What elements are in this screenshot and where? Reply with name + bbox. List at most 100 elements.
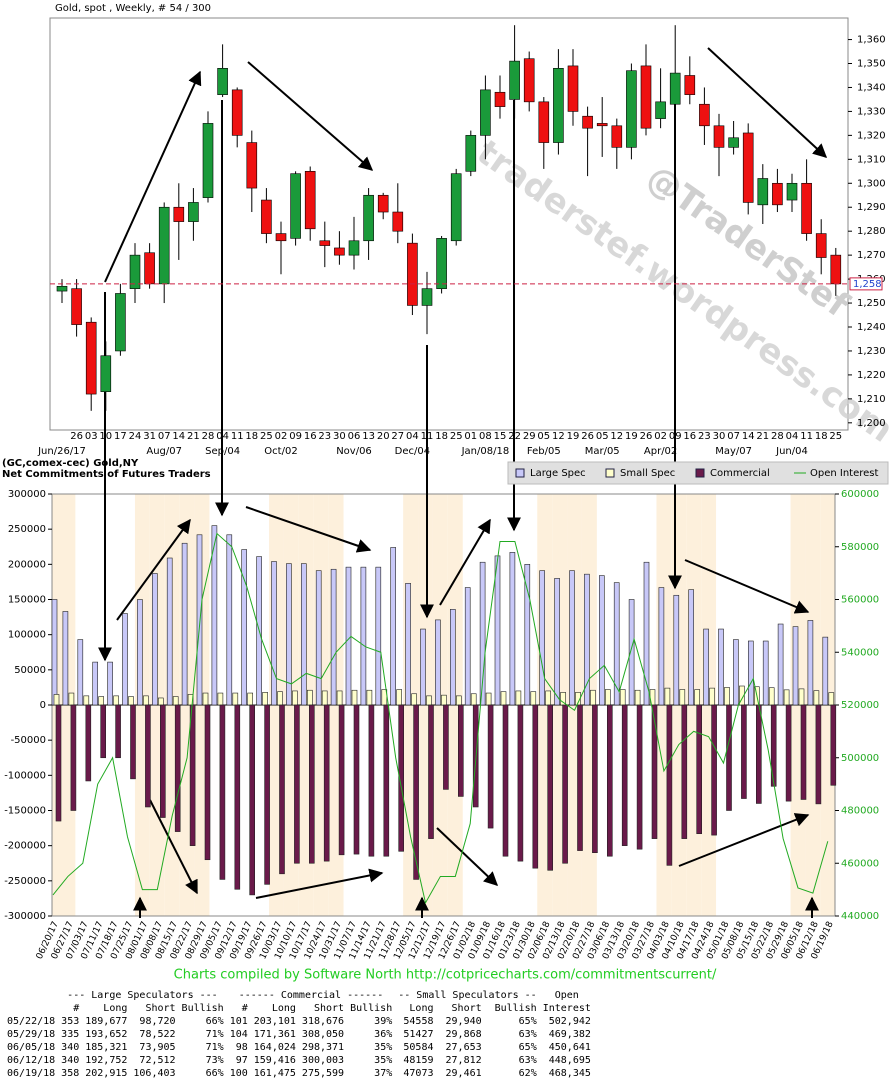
table-cell: 35%: [374, 1055, 393, 1066]
x-tick-label: 29: [523, 431, 536, 442]
candle-body: [538, 101, 550, 143]
bar: [783, 689, 790, 706]
arrow: [116, 518, 191, 621]
bar: [262, 692, 268, 706]
bar: [353, 704, 360, 855]
candle-body: [640, 65, 652, 129]
bar: [383, 704, 390, 857]
x-month-label: Oct/02: [264, 446, 297, 457]
y-tick-label: 1,350: [857, 59, 886, 70]
candle-body: [742, 132, 754, 203]
bar: [85, 704, 92, 782]
bar: [464, 587, 471, 706]
bar: [785, 704, 792, 802]
bar: [709, 687, 715, 706]
table-group-row: --- Large Speculators --- ------ Commerci…: [4, 989, 594, 1002]
bar: [547, 704, 554, 871]
bar: [300, 563, 307, 706]
x-tick-label: 26: [581, 431, 594, 442]
candle-body: [246, 142, 258, 189]
y2-tick-label: 540000: [841, 647, 879, 658]
candle-body: [392, 211, 404, 232]
table-cell: 65%: [518, 1016, 537, 1027]
bar: [515, 690, 522, 706]
x-tick-label: 20: [377, 431, 390, 442]
group-header: --- Large Speculators ---: [67, 990, 218, 1001]
candle-body: [480, 89, 491, 136]
bar: [703, 628, 709, 706]
bar: [241, 549, 247, 706]
bar: [68, 692, 75, 706]
candle-body: [436, 238, 447, 289]
bar: [494, 555, 501, 706]
bar: [813, 690, 820, 706]
bar: [606, 704, 613, 857]
bar: [390, 547, 397, 706]
bar: [143, 695, 149, 706]
x-tick-label: 08: [479, 431, 492, 442]
candle-body: [407, 242, 418, 306]
x-tick-label: 11: [421, 431, 434, 442]
table-cell: 335: [61, 1029, 80, 1040]
legend-label: Small Spec: [620, 468, 675, 479]
bar: [375, 566, 382, 706]
bar: [658, 587, 665, 706]
x-tick-label: 25: [829, 431, 842, 442]
y2-tick-label: 480000: [841, 806, 879, 817]
bar: [636, 704, 643, 850]
x-month-label: Sep/04: [205, 446, 240, 457]
table-cell: 27,812: [445, 1055, 482, 1066]
x-tick-label: 05: [537, 431, 550, 442]
x-tick-label: 05: [596, 431, 609, 442]
bar: [336, 690, 343, 706]
x-month-label: Feb/05: [527, 446, 561, 457]
bar: [294, 704, 300, 864]
table-cell: 06/05/18: [7, 1042, 56, 1053]
candle-body: [582, 115, 593, 129]
legend-swatch: [605, 468, 615, 478]
x-month-label: Mar/05: [585, 446, 620, 457]
bar: [413, 704, 419, 880]
column-header: Short: [451, 1003, 482, 1014]
table-cell: 340: [61, 1055, 80, 1066]
bar: [770, 704, 777, 787]
table-cell: 185,321: [85, 1042, 128, 1053]
x-tick-label: 09: [669, 431, 682, 442]
x-tick-label: 15: [494, 431, 507, 442]
y-tick-label: 1,360: [857, 35, 886, 46]
table-cell: 298,371: [301, 1042, 345, 1053]
bar: [271, 561, 277, 706]
bar: [532, 704, 539, 869]
bar: [62, 611, 69, 706]
x-tick-label: 09: [289, 431, 302, 442]
y-tick-label: -150000: [4, 806, 46, 817]
candle-body: [553, 68, 564, 143]
bar: [517, 704, 524, 862]
bar: [398, 704, 405, 852]
bar: [584, 573, 590, 706]
x-tick-label: 18: [815, 431, 828, 442]
annotation-arrows: [98, 47, 828, 918]
candle-body: [363, 194, 374, 242]
bar: [718, 628, 724, 706]
y-tick-label: 50000: [14, 665, 46, 676]
table-cell: 468,345: [548, 1068, 591, 1079]
candle-body: [202, 123, 214, 198]
bar: [726, 704, 732, 811]
x-tick-label: 30: [713, 431, 726, 442]
y2-tick-label: 500000: [841, 753, 879, 764]
y-tick-label: 1,280: [857, 226, 886, 237]
legend-swatch: [695, 468, 705, 478]
bar: [768, 687, 775, 706]
candle-body: [377, 194, 389, 213]
legend-label: Large Spec: [530, 468, 586, 479]
footer: Charts compiled by Software North http:/…: [174, 968, 717, 983]
bar: [798, 688, 805, 706]
candle-body: [801, 182, 812, 234]
bar: [77, 639, 84, 706]
bar: [815, 704, 822, 805]
candle-body: [275, 233, 287, 242]
bar: [487, 704, 494, 829]
arrow: [439, 518, 491, 606]
table-cell: 300,003: [301, 1055, 345, 1066]
